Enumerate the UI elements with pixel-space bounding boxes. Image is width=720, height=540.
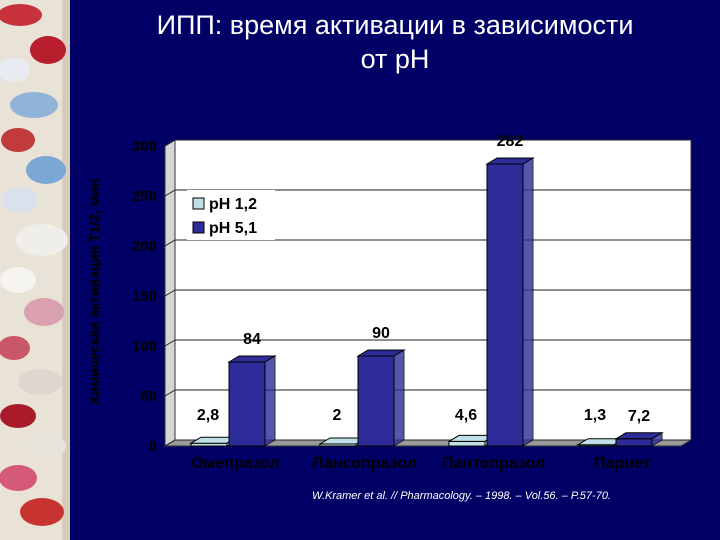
y-tick-label: 250 <box>132 188 157 205</box>
y-tick-label: 0 <box>149 438 157 455</box>
bar-series-2 <box>227 355 277 447</box>
data-label: 282 <box>497 133 524 150</box>
bar-series-2 <box>356 349 406 447</box>
gridline-depth <box>164 139 176 147</box>
legend-swatch <box>192 197 205 210</box>
source-citation: W.Kramer et al. // Pharmacology. – 1998.… <box>312 490 611 502</box>
y-tick-label: 100 <box>132 338 157 355</box>
slide-title: ИПП: время активации в зависимости от рН <box>70 8 720 76</box>
gridline-depth <box>164 239 176 247</box>
y-axis-label: Химическая активация T1/2, мин <box>86 178 102 405</box>
category-label: Лансопразол <box>312 455 416 472</box>
gridline-depth <box>164 389 176 397</box>
data-label: 1,3 <box>584 407 606 424</box>
y-tick-label: 200 <box>132 238 157 255</box>
bar-series-2 <box>485 157 535 447</box>
category-label: Париет <box>594 455 651 472</box>
legend-label: рН 5,1 <box>209 220 257 237</box>
bar-series-2 <box>614 431 664 447</box>
title-line-1: ИПП: время активации в зависимости <box>156 10 634 40</box>
y-tick-label: 300 <box>132 138 157 155</box>
data-label: 84 <box>243 331 261 348</box>
data-label: 90 <box>372 325 390 342</box>
title-line-2: от рН <box>360 44 430 74</box>
legend-label: рН 1,2 <box>209 196 257 213</box>
category-label: Пантопразол <box>442 455 545 472</box>
pills-decoration <box>0 0 70 540</box>
data-label: 2 <box>333 407 342 424</box>
data-label: 7,2 <box>628 408 650 425</box>
gridline-depth <box>164 339 176 347</box>
y-tick-label: 150 <box>132 288 157 305</box>
data-label: 4,6 <box>455 407 477 424</box>
gridline-depth <box>164 439 176 447</box>
y-tick-label: 50 <box>140 388 157 405</box>
gridline-depth <box>164 289 176 297</box>
gridline-depth <box>164 189 176 197</box>
category-label: Омепразол <box>191 455 280 472</box>
bar-chart: 0 50 100 150 200 250 300 2,8 84 Омепразол 2 90 Лансо… <box>132 133 693 472</box>
legend-swatch <box>192 221 205 234</box>
data-label: 2,8 <box>197 407 219 424</box>
